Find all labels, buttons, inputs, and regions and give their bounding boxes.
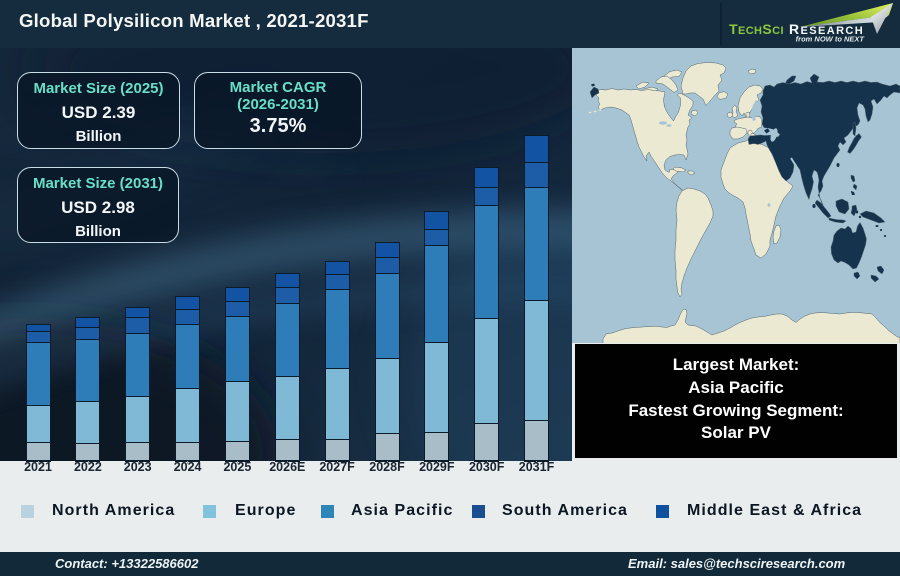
svg-text:from NOW to NEXT: from NOW to NEXT [796,35,866,44]
svg-text:RESEARCH: RESEARCH [789,21,864,37]
svg-text:TECHSCI: TECHSCI [729,21,784,37]
